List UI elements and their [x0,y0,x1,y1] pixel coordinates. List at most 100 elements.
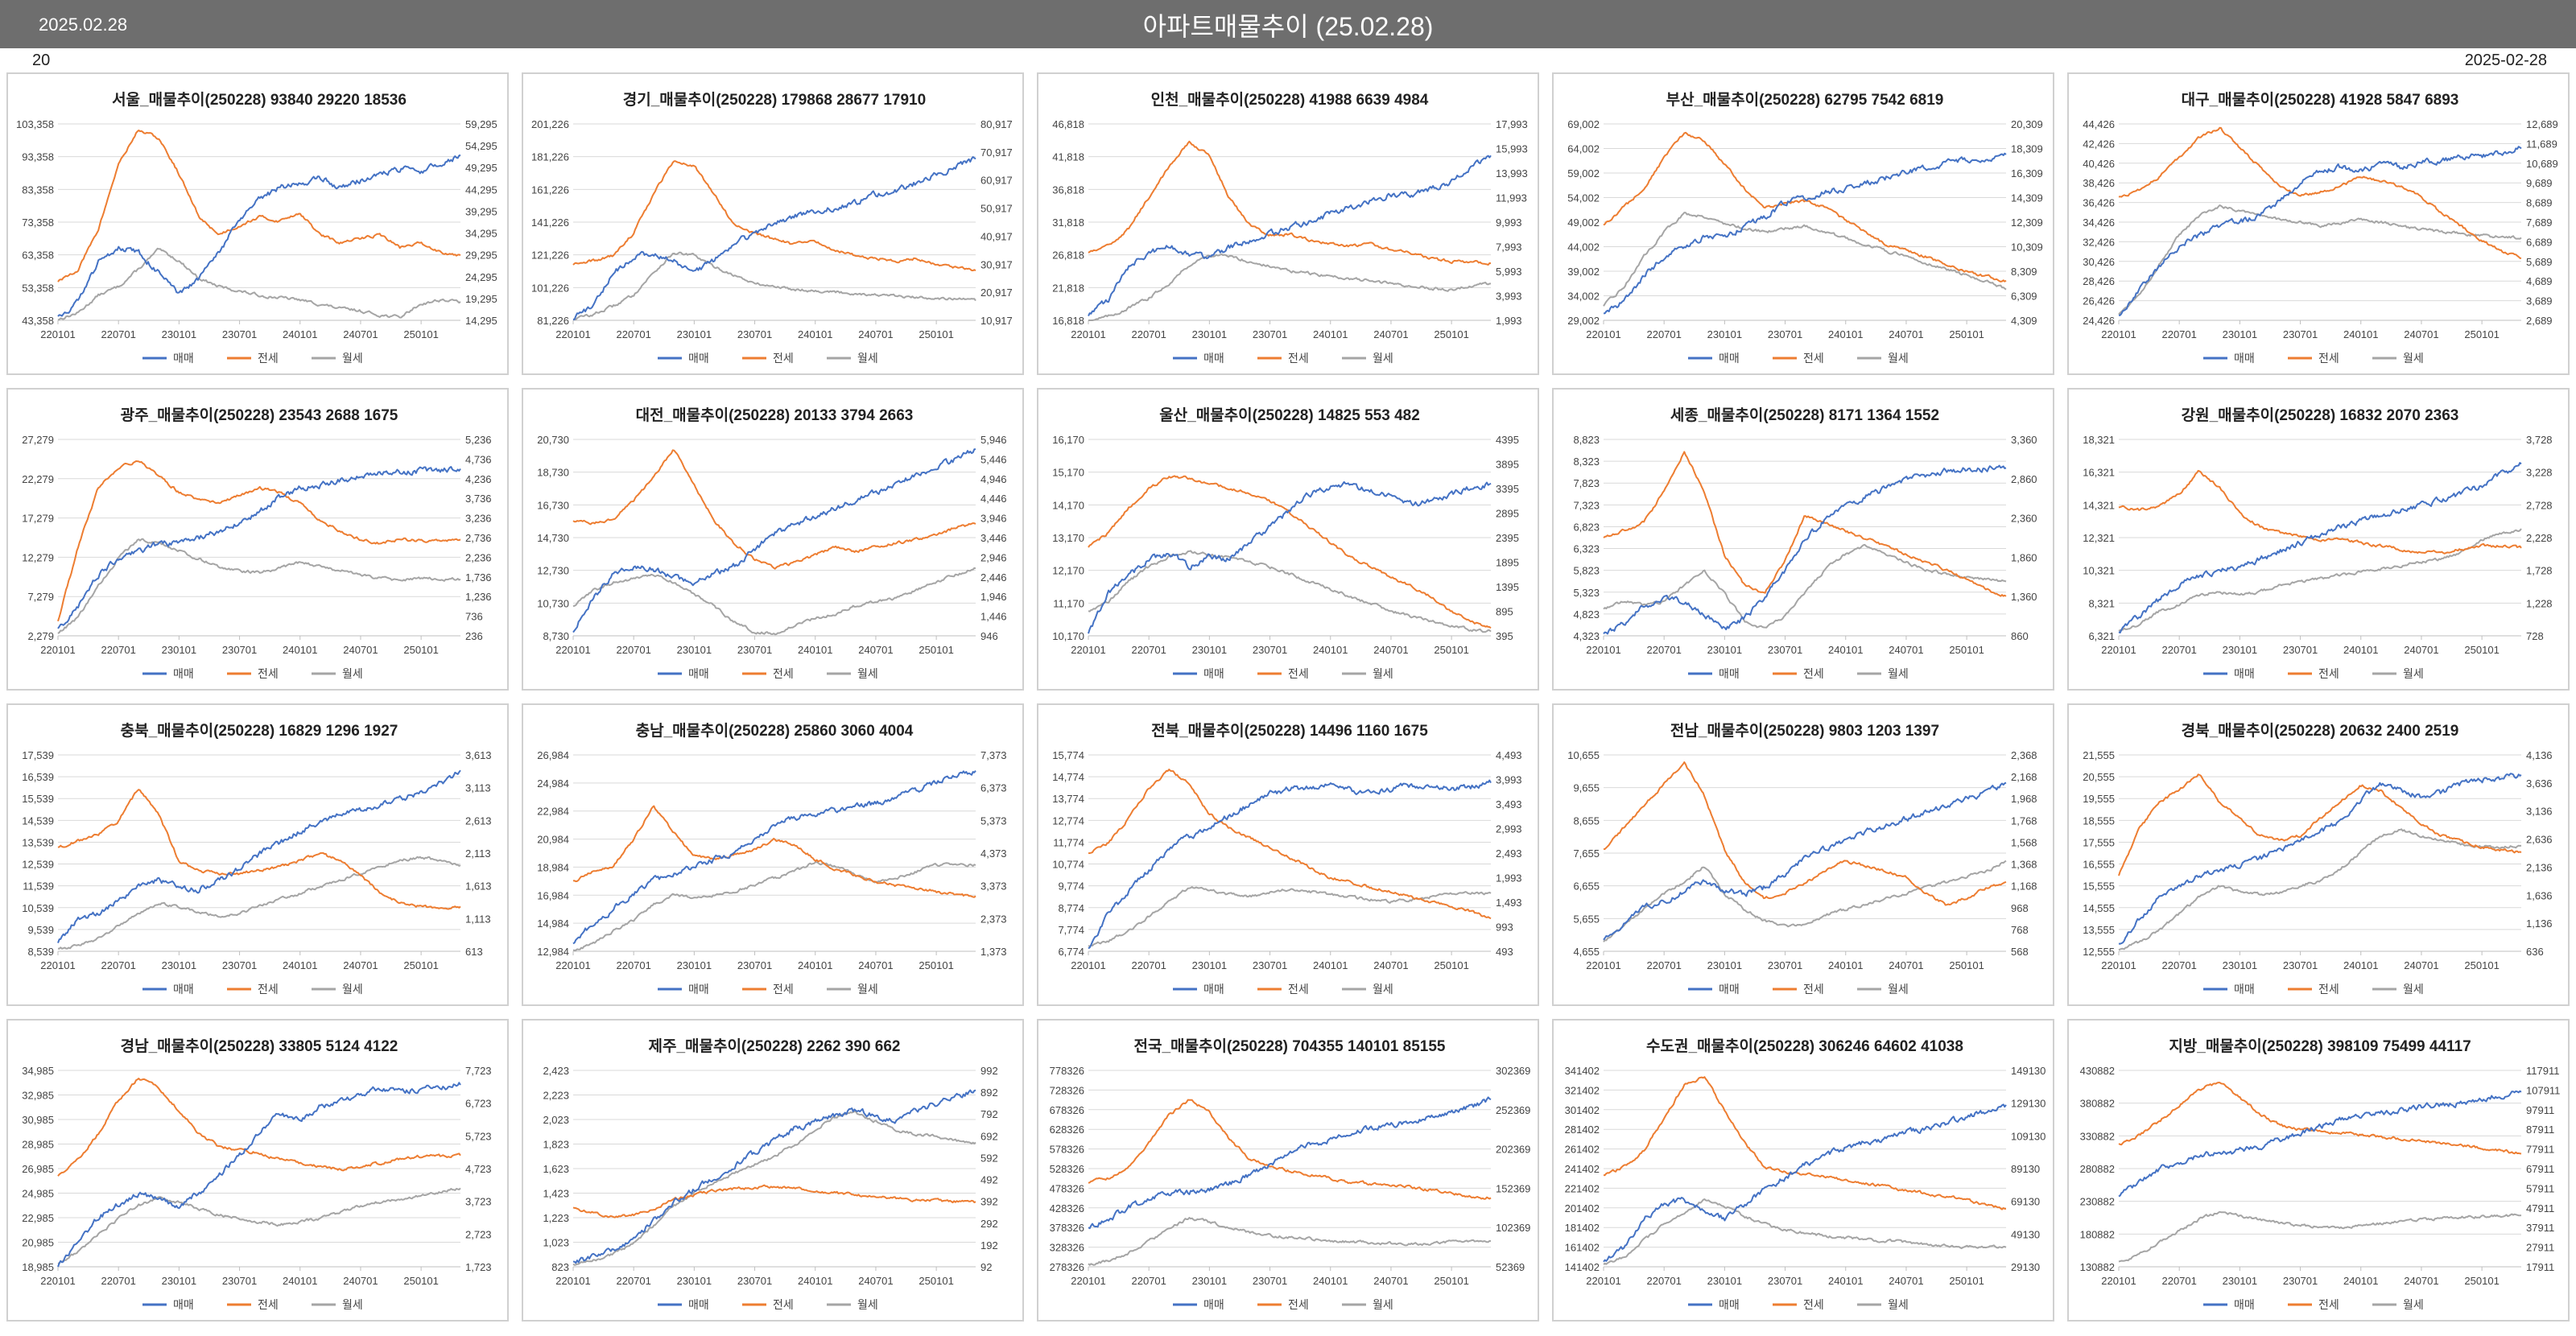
y-left-tick-label: 20,984 [537,834,569,846]
x-tick-label: 230101 [162,644,196,656]
y-right-tick-label: 1,860 [2011,551,2037,563]
y-right-tick-label: 3,446 [980,532,1007,544]
y-left-tick-label: 8,323 [1573,456,1600,468]
x-tick-label: 230101 [677,644,712,656]
x-tick-label: 250101 [2464,1275,2499,1287]
y-right-tick-label: 3,113 [465,782,491,794]
legend-label: 월세 [1373,667,1393,680]
x-tick-label: 240701 [1889,1275,1923,1287]
x-tick-label: 220101 [555,1275,590,1287]
y-right-tick-label: 117911 [2526,1065,2559,1077]
series-line-monthly [1088,550,1491,632]
y-left-tick-label: 280882 [2080,1163,2115,1175]
y-left-tick-label: 20,555 [2083,771,2115,783]
y-right-tick-label: 3,946 [980,513,1007,525]
chart-title: 전북_매물추이(250228) 14496 1160 1675 [1151,722,1428,740]
y-left-tick-label: 34,002 [1567,291,1600,303]
series-line-sale [573,771,976,944]
y-left-tick-label: 14,555 [2083,902,2115,914]
x-tick-label: 220701 [1646,328,1681,340]
x-tick-label: 240101 [2343,644,2378,656]
y-left-tick-label: 16,170 [1052,434,1084,446]
y-right-tick-label: 10,689 [2526,158,2558,170]
x-tick-label: 240101 [283,328,317,340]
y-right-tick-label: 302369 [1496,1065,1530,1077]
chart-panel: 경기_매물추이(250228) 179868 28677 17910 201,22… [522,72,1024,375]
y-left-tick-label: 64,002 [1567,143,1600,155]
x-tick-label: 230101 [2223,328,2257,340]
legend-label: 월세 [857,667,878,680]
y-left-tick-label: 8,823 [1573,434,1600,446]
y-right-tick-label: 102369 [1496,1222,1530,1234]
y-right-tick-label: 49130 [2011,1228,2040,1240]
chart-panel: 대전_매물추이(250228) 20133 3794 2663 20,730 18,… [522,388,1024,691]
y-right-tick-label: 12,689 [2526,118,2558,130]
x-tick-label: 230101 [1707,644,1742,656]
y-left-tick-label: 34,426 [2083,216,2115,229]
x-tick-label: 230701 [1768,644,1802,656]
y-left-tick-label: 2,279 [27,630,54,642]
chart-title: 대구_매물추이(250228) 41928 5847 6893 [2182,91,2459,109]
series-line-jeonse [1604,762,2006,905]
y-right-tick-label: 1,168 [2011,880,2037,893]
chart-panel: 부산_매물추이(250228) 62795 7542 6819 69,002 64,… [1552,72,2054,375]
y-left-tick-label: 130882 [2080,1261,2115,1273]
series-line-sale [1088,1097,1491,1228]
series-line-sale [58,1082,460,1267]
y-left-tick-label: 93,358 [22,151,54,163]
y-left-tick-label: 17,539 [22,749,54,761]
x-tick-label: 220101 [1071,1275,1105,1287]
x-tick-label: 230101 [1707,1275,1742,1287]
y-left-tick-label: 14,170 [1052,499,1084,511]
y-left-tick-label: 83,358 [22,183,54,196]
chart-title: 전남_매물추이(250228) 9803 1203 1397 [1670,722,1939,740]
y-left-tick-label: 103,358 [16,118,54,130]
y-left-tick-label: 230882 [2080,1196,2115,1208]
legend-label: 전세 [258,667,279,680]
y-right-tick-label: 2,493 [1496,847,1522,860]
y-left-tick-label: 330882 [2080,1130,2115,1142]
y-right-tick-label: 2,860 [2011,473,2037,485]
y-right-tick-label: 107911 [2526,1084,2560,1096]
legend-label: 전세 [1803,667,1824,680]
x-tick-label: 250101 [2464,328,2499,340]
x-tick-label: 230701 [1253,959,1287,971]
y-right-tick-label: 2,168 [2011,771,2037,783]
series-line-sale [1604,154,2006,314]
y-left-tick-label: 36,818 [1052,183,1084,196]
x-tick-label: 240701 [1373,328,1408,340]
y-right-tick-label: 47911 [2526,1202,2554,1214]
legend-label: 전세 [258,1298,279,1311]
x-tick-label: 240701 [1373,644,1408,656]
y-right-tick-label: 2395 [1496,532,1519,544]
y-left-tick-label: 63,358 [22,249,54,262]
x-tick-label: 230101 [2223,644,2257,656]
y-right-tick-label: 40,917 [980,230,1013,242]
series-line-sale [2119,146,2521,315]
y-left-tick-label: 30,985 [22,1114,54,1126]
y-right-tick-label: 3395 [1496,483,1519,495]
y-left-tick-label: 32,426 [2083,236,2115,248]
chart-title: 지방_매물추이(250228) 398109 75499 44117 [2169,1037,2471,1055]
y-left-tick-label: 31,818 [1052,216,1084,229]
y-right-tick-label: 1,360 [2011,591,2037,603]
y-left-tick-label: 12,539 [22,859,54,871]
y-left-tick-label: 26,426 [2083,295,2115,307]
x-tick-label: 230701 [222,1275,257,1287]
y-right-tick-label: 8,689 [2526,197,2553,209]
y-left-tick-label: 12,555 [2083,946,2115,958]
x-tick-label: 250101 [919,959,953,971]
y-right-tick-label: 9,689 [2526,177,2553,189]
y-right-tick-label: 59,295 [465,118,497,130]
chart-panel: 전북_매물추이(250228) 14496 1160 1675 15,774 14,… [1037,703,1539,1006]
y-right-tick-label: 6,723 [465,1098,492,1110]
legend-label: 월세 [857,352,878,365]
y-left-tick-label: 4,823 [1573,608,1600,621]
legend-label: 매매 [688,352,709,365]
y-left-tick-label: 9,655 [1573,782,1600,794]
x-tick-label: 240101 [1313,959,1348,971]
y-left-tick-label: 16,730 [537,499,569,511]
y-right-tick-label: 1,968 [2011,793,2037,805]
y-right-tick-label: 3,993 [1496,774,1522,786]
